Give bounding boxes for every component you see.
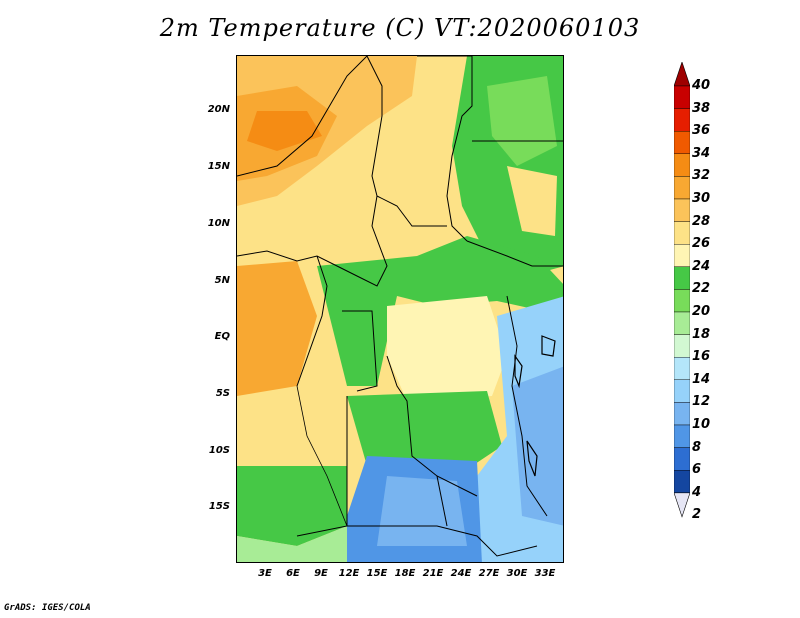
color-bar-label: 38	[692, 100, 711, 116]
color-bar-label: 28	[692, 213, 711, 229]
temperature-map	[236, 55, 564, 563]
color-bar-label: 40	[692, 78, 711, 93]
color-bar-label: 10	[692, 417, 711, 432]
lon-label-30e: 30E	[506, 568, 528, 579]
color-bar-label: 16	[692, 349, 711, 365]
lon-label-24e: 24E	[450, 568, 472, 579]
color-bar-cell	[674, 424, 690, 448]
country-borders	[237, 56, 563, 557]
color-bar-label: 14	[692, 371, 711, 387]
color-bar-cell	[674, 357, 690, 381]
lat-label-20n: 20N	[207, 104, 230, 115]
color-bar-label: 8	[692, 439, 702, 455]
lightgreen-zone-sw	[237, 526, 347, 562]
cool-zone-south	[377, 476, 467, 546]
hottest-zone-nw	[247, 111, 322, 151]
color-bar-label: 24	[692, 258, 711, 274]
lat-label-eq: EQ	[214, 331, 230, 342]
warm-patch-ne	[507, 166, 557, 236]
color-bar-cell	[674, 130, 690, 154]
color-bar-cell	[674, 85, 690, 109]
color-bar-cells	[674, 62, 690, 518]
color-bar-label: 12	[692, 394, 711, 410]
lon-label-3e: 3E	[258, 568, 272, 579]
lat-label-10s: 10S	[208, 445, 230, 456]
color-bar-cell	[674, 176, 690, 200]
color-bar-label: 2	[692, 507, 702, 523]
color-bar-cell	[674, 289, 690, 313]
cold-zone-east	[512, 366, 563, 526]
color-bar-cell	[674, 266, 690, 290]
lat-label-10n: 10N	[207, 218, 230, 229]
lat-label-5s: 5S	[215, 388, 230, 399]
color-bar-label: 20	[692, 304, 711, 319]
color-bar-cell	[674, 470, 690, 494]
color-bar-label: 22	[692, 281, 711, 297]
lakes	[514, 335, 556, 477]
lon-label-27e: 27E	[478, 568, 500, 579]
lat-label-5n: 5N	[214, 275, 230, 286]
color-bar-cell	[674, 379, 690, 403]
color-bar-cell	[674, 198, 690, 222]
color-bar-label: 4	[692, 484, 702, 500]
color-bar-cell	[674, 108, 690, 132]
color-bar-cell	[674, 402, 690, 426]
map-canvas	[237, 56, 563, 562]
color-bar-cell	[674, 221, 690, 245]
color-bar-bottom-arrow	[674, 492, 690, 518]
map-title: 2m Temperature (C) VT:2020060103	[159, 14, 641, 42]
coastline	[296, 385, 348, 527]
lon-label-18e: 18E	[394, 568, 416, 579]
color-bar-label: 34	[692, 145, 711, 161]
color-bar-label: 32	[692, 168, 711, 184]
color-bar-label: 26	[692, 236, 711, 252]
lon-label-21e: 21E	[422, 568, 444, 579]
lon-label-6e: 6E	[286, 568, 300, 579]
color-bar-cell	[674, 153, 690, 177]
warm-zone-congo	[387, 296, 507, 401]
green-belt-central	[317, 236, 563, 386]
color-bar-label: 36	[692, 123, 711, 139]
color-bar-cell	[674, 311, 690, 335]
green-zone-south	[347, 391, 502, 476]
green-zone-angola	[237, 466, 347, 546]
color-bar	[674, 62, 690, 518]
color-bar-cell	[674, 334, 690, 358]
lightgreen-zone-ne	[487, 76, 557, 166]
lon-label-9e: 9E	[314, 568, 328, 579]
lon-label-33e: 33E	[534, 568, 556, 579]
lon-label-15e: 15E	[366, 568, 388, 579]
color-bar-label: 6	[692, 462, 702, 478]
color-bar-label: 18	[692, 326, 711, 342]
color-bar-cell	[674, 447, 690, 471]
lon-label-12e: 12E	[338, 568, 360, 579]
color-bar-top-arrow	[674, 62, 690, 87]
grads-credit: GrADS: IGES/COLA	[4, 603, 91, 613]
color-bar-label: 30	[692, 191, 711, 206]
color-bar-cell	[674, 243, 690, 267]
lat-label-15n: 15N	[207, 161, 230, 172]
hot-zone-coast	[237, 261, 317, 396]
lat-label-15s: 15S	[208, 501, 230, 512]
